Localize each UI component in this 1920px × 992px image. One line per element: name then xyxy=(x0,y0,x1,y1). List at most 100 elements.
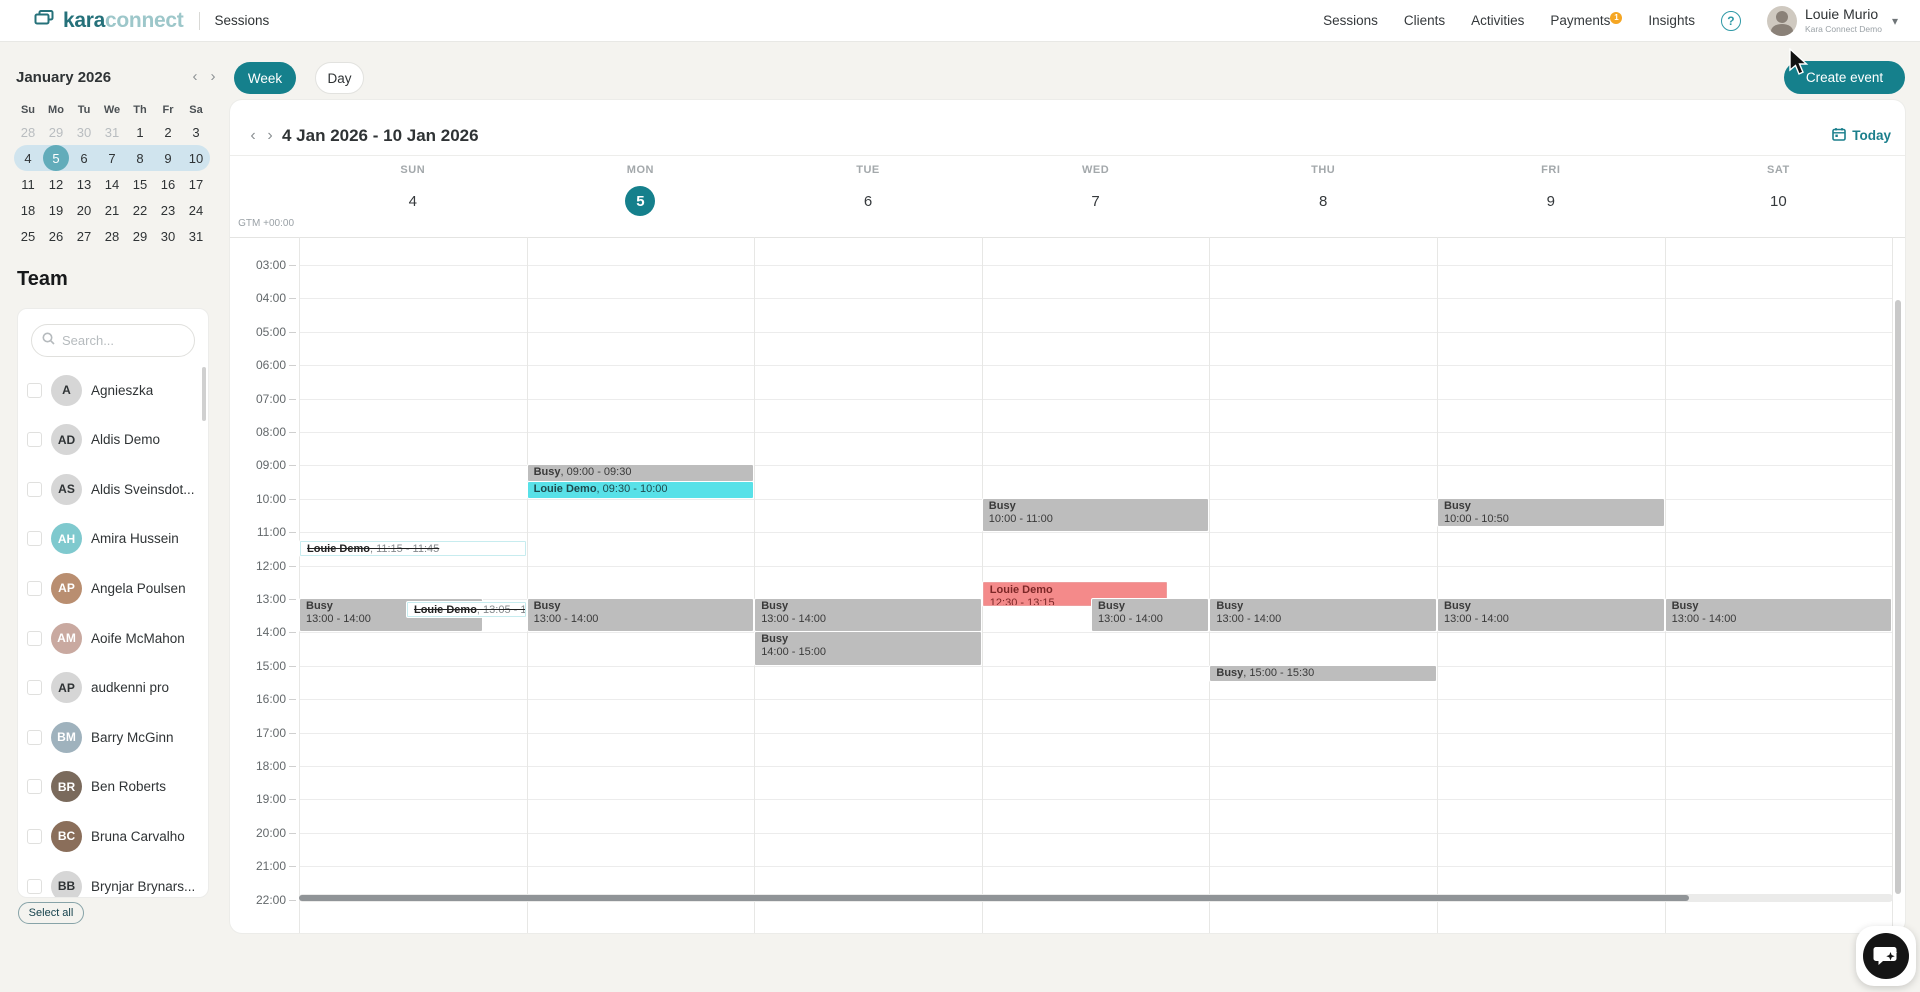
mini-calendar-day[interactable]: 8 xyxy=(136,150,144,166)
member-checkbox[interactable] xyxy=(27,382,42,398)
mini-calendar-day[interactable]: 25 xyxy=(20,228,36,244)
member-checkbox[interactable] xyxy=(27,481,42,497)
nav-item-clients[interactable]: Clients xyxy=(1403,13,1446,28)
mini-calendar-day[interactable]: 11 xyxy=(21,176,35,192)
mini-calendar-day[interactable]: 16 xyxy=(160,176,176,192)
app-logo[interactable]: karaconnect xyxy=(34,8,184,33)
mini-calendar-day[interactable]: 29 xyxy=(48,124,64,140)
horizontal-scrollbar-thumb[interactable] xyxy=(299,895,1689,901)
team-member-row[interactable]: A Agnieszka xyxy=(18,365,208,415)
team-member-row[interactable]: BR Ben Roberts xyxy=(18,762,208,812)
team-member-row[interactable]: AD Aldis Demo xyxy=(18,415,208,465)
mini-calendar-day[interactable]: 28 xyxy=(20,124,36,140)
mini-calendar-prev-icon[interactable]: ‹ xyxy=(192,68,198,85)
event[interactable]: Busy, 15:00 - 15:30 xyxy=(1210,665,1436,682)
chat-launcher[interactable] xyxy=(1856,926,1916,986)
select-all-button[interactable]: Select all xyxy=(18,902,84,924)
week-view-button[interactable]: Week xyxy=(234,62,296,94)
event[interactable]: Busy, 09:00 - 09:30 xyxy=(527,465,754,482)
team-member-row[interactable]: AP audkenni pro xyxy=(18,663,208,713)
nav-item-activities[interactable]: Activities xyxy=(1471,13,1525,28)
event[interactable]: Busy 10:00 - 10:50 xyxy=(1438,498,1664,526)
vertical-scrollbar-thumb[interactable] xyxy=(1895,300,1901,894)
event[interactable]: Busy 13:00 - 14:00 xyxy=(1438,599,1664,632)
team-search[interactable] xyxy=(31,324,195,357)
mini-calendar-day[interactable]: 4 xyxy=(24,150,32,166)
event[interactable]: Busy 13:00 - 14:00 xyxy=(1665,599,1892,632)
day-number-selected[interactable]: 5 xyxy=(625,186,656,216)
event[interactable]: Busy 13:00 - 14:00 xyxy=(1092,599,1209,632)
mini-calendar-day[interactable]: 22 xyxy=(132,202,148,218)
mini-calendar-day[interactable]: 23 xyxy=(160,202,176,218)
day-number[interactable]: 4 xyxy=(408,192,417,210)
team-member-row[interactable]: AH Amira Hussein xyxy=(18,514,208,564)
member-checkbox[interactable] xyxy=(27,630,42,646)
team-member-row[interactable]: AP Angela Poulsen xyxy=(18,563,208,613)
next-week-icon[interactable]: › xyxy=(267,127,273,144)
mini-calendar-day[interactable]: 15 xyxy=(132,176,148,192)
mini-calendar-day[interactable]: 9 xyxy=(164,150,172,166)
horizontal-scrollbar-track[interactable] xyxy=(299,894,1893,902)
day-header-mon[interactable]: MON 5 xyxy=(527,164,755,230)
day-number[interactable]: 7 xyxy=(1091,192,1100,210)
member-checkbox[interactable] xyxy=(27,580,42,596)
event[interactable]: Busy 13:00 - 14:00 xyxy=(527,599,754,632)
mini-calendar-day[interactable]: 10 xyxy=(188,150,204,166)
day-header-thu[interactable]: THU 8 xyxy=(1209,164,1437,230)
user-menu[interactable]: Louie Murio Kara Connect Demo ▾ xyxy=(1766,5,1898,36)
mini-calendar-day[interactable]: 26 xyxy=(48,228,64,244)
mini-calendar-day[interactable]: 19 xyxy=(48,202,64,218)
mini-calendar-day[interactable]: 3 xyxy=(192,124,200,140)
team-member-row[interactable]: AS Aldis Sveinsdot... xyxy=(18,464,208,514)
mini-calendar-day[interactable]: 30 xyxy=(160,228,176,244)
team-member-row[interactable]: BB Brynjar Brynars... xyxy=(18,861,208,897)
mini-calendar-day[interactable]: 18 xyxy=(20,202,36,218)
day-number[interactable]: 10 xyxy=(1770,192,1787,210)
create-event-button[interactable]: Create event xyxy=(1784,61,1905,94)
mini-calendar-day[interactable]: 31 xyxy=(188,228,204,244)
event[interactable]: Louie Demo, 11:15 - 11:45 xyxy=(300,540,526,557)
day-header-wed[interactable]: WED 7 xyxy=(982,164,1210,230)
prev-week-icon[interactable]: ‹ xyxy=(250,127,256,144)
mini-calendar-day[interactable]: 21 xyxy=(104,202,120,218)
day-number[interactable]: 9 xyxy=(1546,192,1555,210)
mini-calendar-day[interactable]: 20 xyxy=(76,202,92,218)
team-member-row[interactable]: BC Bruna Carvalho xyxy=(18,811,208,861)
event[interactable]: Busy 10:00 - 11:00 xyxy=(982,498,1209,532)
day-header-fri[interactable]: FRI 9 xyxy=(1437,164,1665,230)
day-view-button[interactable]: Day xyxy=(315,62,364,94)
member-checkbox[interactable] xyxy=(27,680,42,696)
today-button[interactable]: Today xyxy=(1832,127,1891,144)
mini-calendar-day[interactable]: 29 xyxy=(132,228,148,244)
nav-item-payments[interactable]: Payments 1 xyxy=(1550,11,1623,29)
search-input[interactable] xyxy=(62,333,172,348)
member-checkbox[interactable] xyxy=(27,432,42,448)
mini-calendar-day[interactable]: 24 xyxy=(188,202,204,218)
mini-calendar-day[interactable]: 1 xyxy=(136,124,144,140)
mini-calendar-day[interactable]: 6 xyxy=(80,150,88,166)
team-member-row[interactable]: AM Aoife McMahon xyxy=(18,613,208,663)
help-icon[interactable]: ? xyxy=(1720,10,1741,31)
mini-calendar-day[interactable]: 13 xyxy=(76,176,92,192)
team-member-row[interactable]: BM Barry McGinn xyxy=(18,712,208,762)
event[interactable]: Busy 14:00 - 15:00 xyxy=(755,632,981,665)
nav-item-sessions[interactable]: Sessions xyxy=(1323,13,1378,28)
event[interactable]: Busy 13:00 - 14:00 xyxy=(1210,599,1436,632)
member-checkbox[interactable] xyxy=(27,828,42,844)
mini-calendar-day[interactable]: 2 xyxy=(164,124,172,140)
mini-calendar-day[interactable]: 27 xyxy=(76,228,92,244)
mini-calendar-next-icon[interactable]: › xyxy=(210,68,216,85)
mini-calendar-day[interactable]: 12 xyxy=(48,176,64,192)
member-checkbox[interactable] xyxy=(27,878,42,894)
user-avatar[interactable] xyxy=(1766,5,1797,36)
day-header-sun[interactable]: SUN 4 xyxy=(299,164,527,230)
day-number[interactable]: 8 xyxy=(1319,192,1328,210)
mini-calendar-day[interactable]: 7 xyxy=(108,150,116,166)
mini-calendar-day[interactable]: 17 xyxy=(188,176,204,192)
member-checkbox[interactable] xyxy=(27,531,42,547)
event[interactable]: Busy 13:00 - 14:00 xyxy=(755,599,981,632)
mini-calendar-day[interactable]: 28 xyxy=(104,228,120,244)
day-number[interactable]: 6 xyxy=(863,192,873,210)
mini-calendar-day[interactable]: 30 xyxy=(76,124,92,140)
mini-calendar-day-selected[interactable]: 5 xyxy=(42,145,70,171)
